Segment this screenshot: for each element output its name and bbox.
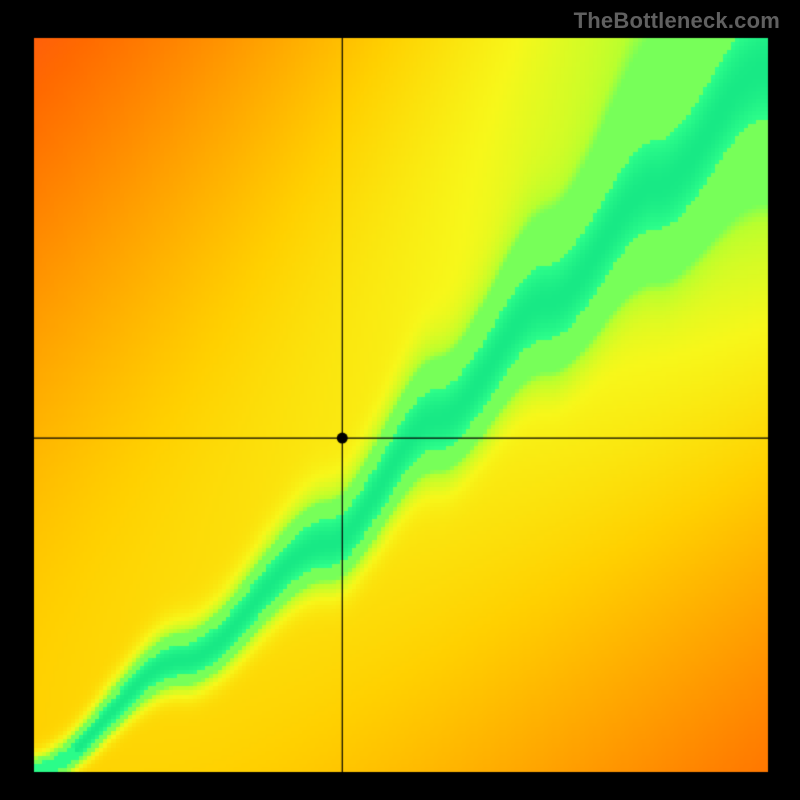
bottleneck-heatmap	[0, 0, 800, 800]
figure-container: TheBottleneck.com	[0, 0, 800, 800]
watermark-text: TheBottleneck.com	[574, 8, 780, 34]
